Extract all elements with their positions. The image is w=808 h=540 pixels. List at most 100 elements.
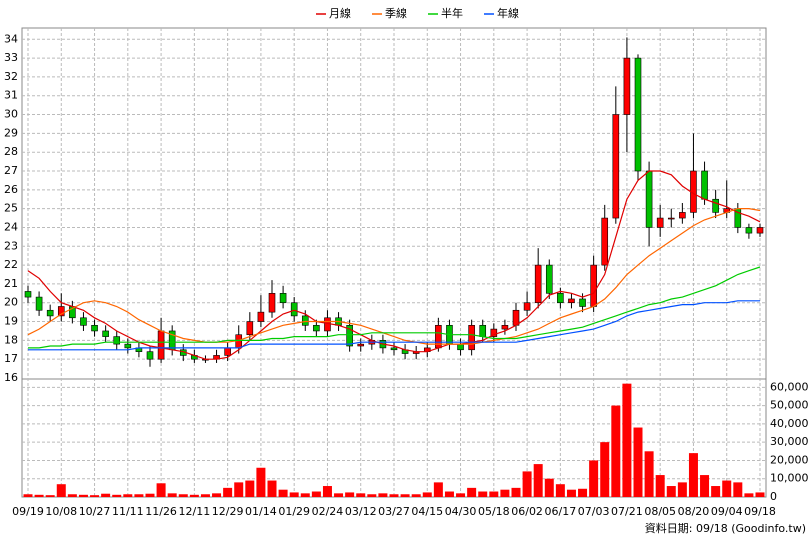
- volume-bar: [200, 494, 210, 497]
- volume-bar: [644, 451, 654, 497]
- ma-line: [27, 208, 761, 345]
- ma-line: [27, 170, 761, 360]
- y-tick-label: 20,000: [770, 453, 808, 466]
- y-tick-label: 28: [4, 145, 18, 158]
- candle-body: [634, 57, 642, 172]
- volume-bar: [566, 489, 576, 497]
- volume-bar: [711, 486, 721, 497]
- y-tick-label: 60,000: [770, 380, 808, 393]
- candle-body: [301, 315, 309, 326]
- volume-bar: [611, 405, 621, 497]
- volume-bar: [34, 494, 44, 497]
- volume-bar: [90, 495, 100, 497]
- x-tick-label: 11/11: [112, 505, 144, 518]
- candle-body: [246, 321, 254, 336]
- x-tick-label: 04/15: [411, 505, 443, 518]
- x-tick-label: 01/29: [278, 505, 310, 518]
- candle-body: [468, 325, 475, 351]
- candle-body: [146, 351, 154, 360]
- x-tick-label: 10/27: [79, 505, 111, 518]
- y-tick-label: 30,000: [770, 435, 808, 448]
- volume-bar: [334, 493, 344, 497]
- candle-body: [257, 311, 265, 322]
- y-tick-label: 27: [4, 164, 18, 177]
- y-tick-label: 50,000: [770, 399, 808, 412]
- x-tick-label: 12/29: [212, 505, 244, 518]
- candle-body: [102, 330, 109, 337]
- volume-bar: [212, 493, 222, 497]
- volume-bar: [267, 480, 277, 497]
- volume-bar: [533, 464, 543, 497]
- x-tick-label: 04/30: [445, 505, 477, 518]
- y-tick-label: 10,000: [770, 472, 808, 485]
- candle-body: [157, 330, 165, 360]
- x-tick-label: 07/21: [611, 505, 643, 518]
- volume-bar: [356, 493, 366, 497]
- legend-label: 年線: [497, 6, 519, 20]
- candle-body: [557, 293, 564, 304]
- y-tick-label: 21: [4, 277, 18, 290]
- volume-bar: [389, 494, 399, 497]
- candle-body: [712, 198, 719, 213]
- candle-body: [579, 298, 586, 307]
- volume-bar: [444, 491, 454, 497]
- x-tick-label: 02/24: [312, 505, 344, 518]
- volume-bar: [688, 453, 698, 497]
- x-tick-label: 03/12: [345, 505, 377, 518]
- volume-bar: [622, 383, 632, 497]
- volume-bar: [289, 492, 299, 497]
- volume-bar: [101, 493, 111, 497]
- x-tick-label: 01/14: [245, 505, 277, 518]
- y-tick-label: 22: [4, 258, 18, 271]
- x-tick-label: 08/20: [678, 505, 710, 518]
- volume-bar: [677, 482, 687, 497]
- candle-body: [113, 336, 121, 345]
- x-tick-label: 03/27: [378, 505, 410, 518]
- candle-body: [357, 343, 365, 347]
- x-tick-label: 09/18: [744, 505, 776, 518]
- volume-bar: [311, 491, 321, 497]
- candle-body: [479, 325, 487, 337]
- volume-bar: [223, 487, 233, 497]
- volume-bar: [67, 494, 77, 497]
- candle-body: [545, 264, 553, 294]
- volume-bar: [467, 487, 477, 497]
- candle-body: [324, 317, 331, 332]
- y-tick-label: 16: [4, 371, 18, 384]
- volume-bar: [555, 484, 565, 497]
- volume-bar: [478, 491, 488, 497]
- x-tick-label: 05/18: [478, 505, 510, 518]
- x-tick-label: 11/26: [145, 505, 177, 518]
- y-tick-label: 17: [4, 352, 18, 365]
- volume-bar: [511, 487, 521, 497]
- volume-bar: [145, 493, 155, 497]
- x-tick-label: 06/17: [545, 505, 577, 518]
- volume-bar: [56, 484, 66, 497]
- volume-bar: [156, 483, 166, 497]
- volume-bar: [45, 495, 55, 497]
- y-tick-label: 26: [4, 183, 18, 196]
- candle-body: [523, 302, 531, 311]
- volume-bar: [456, 493, 466, 497]
- legend-label: 月線: [329, 6, 351, 20]
- y-tick-label: 29: [4, 126, 18, 139]
- candle-body: [667, 217, 675, 220]
- y-tick-label: 23: [4, 239, 18, 252]
- candle-body: [534, 264, 542, 304]
- x-tick-label: 07/03: [578, 505, 610, 518]
- candle-body: [568, 298, 575, 304]
- x-tick-label: 12/11: [179, 505, 211, 518]
- candle-body: [601, 217, 609, 266]
- volume-bar: [245, 480, 255, 497]
- volume-bar: [234, 482, 244, 497]
- candle-body: [91, 325, 98, 332]
- volume-bar: [744, 493, 754, 497]
- y-tick-label: 31: [4, 89, 18, 102]
- candle-body: [346, 325, 353, 347]
- volume-bar: [189, 494, 199, 497]
- volume-bar: [123, 494, 133, 497]
- volume-bar: [322, 486, 332, 497]
- volume-bar: [489, 491, 499, 497]
- candle-body: [656, 217, 664, 228]
